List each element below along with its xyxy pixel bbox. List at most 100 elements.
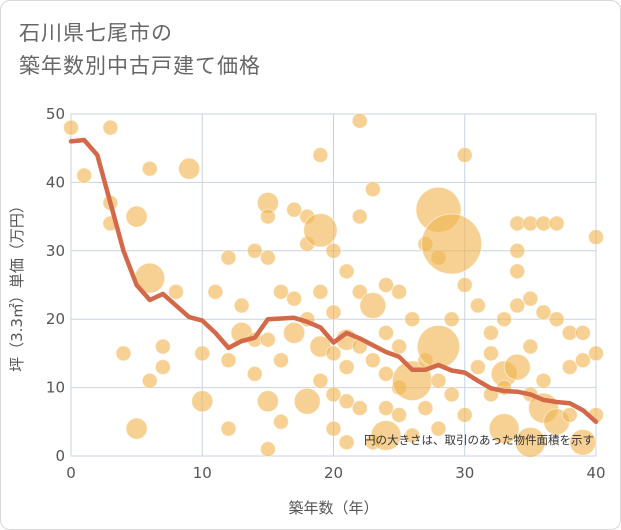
bubble-point (503, 353, 531, 381)
bubble-point (456, 147, 473, 164)
bubble-point (283, 321, 306, 344)
chart-title-line1: 石川県七尾市の (19, 21, 173, 45)
bubble-point (364, 181, 381, 198)
x-tick-label: 10 (193, 464, 212, 482)
bubble-point (509, 297, 526, 314)
bubble-point (509, 242, 526, 259)
bubble-point (325, 345, 342, 362)
bubble-point (325, 304, 342, 321)
bubble-point (483, 324, 499, 341)
bubble-point (456, 277, 473, 293)
bubble-point (574, 352, 591, 369)
bubble-size-note: 円の大きさは、取引のあった物件面積を示す (364, 433, 594, 447)
bubble-point (312, 147, 329, 164)
bubble-point (325, 386, 342, 403)
bubble-point (338, 434, 355, 451)
y-tick-label: 30 (46, 242, 65, 260)
chart-title: 石川県七尾市の 築年数別中古戸建て価格 (19, 17, 261, 83)
bubble-point (246, 365, 263, 382)
x-axis-title: 築年数（年） (288, 499, 378, 517)
bubble-point (488, 413, 520, 445)
bubble-point (404, 427, 421, 444)
bubble-point (364, 352, 381, 369)
bubble-point (286, 201, 303, 218)
bubble-point (514, 426, 546, 458)
bubble-point (115, 345, 132, 362)
bubble-point (509, 263, 526, 280)
bubble-point (416, 324, 461, 369)
bubble-point (430, 372, 447, 389)
y-tick-label: 10 (46, 379, 65, 397)
bubble-point (469, 297, 486, 314)
bubble-point (588, 229, 604, 246)
bubble-point (125, 417, 148, 440)
bubble-point (359, 292, 387, 320)
bubble-point (273, 283, 289, 300)
bubble-point (256, 390, 279, 413)
bubble-point (338, 359, 355, 376)
y-tick-label: 20 (46, 310, 65, 328)
bubble-point (207, 283, 224, 300)
bubble-point (141, 372, 158, 389)
bubble-point (443, 311, 460, 328)
bubble-point (154, 359, 171, 376)
bubble-point (76, 167, 93, 184)
bubble-point (548, 311, 565, 328)
bubble-point (194, 345, 211, 362)
bubble-point (259, 208, 276, 225)
bubble-point (535, 372, 552, 389)
bubble-point (574, 324, 591, 341)
bubble-point (569, 428, 597, 456)
bubble-point (63, 119, 79, 136)
bubble-point (378, 365, 394, 382)
bubble-point (125, 205, 148, 228)
bubble-point (273, 413, 289, 430)
x-tick-label: 30 (455, 464, 474, 482)
bubble-point (483, 345, 499, 362)
bubble-point (378, 324, 394, 341)
bubble-point (456, 406, 473, 423)
bubble-point (351, 283, 368, 300)
bubble-point (233, 297, 250, 314)
bubble-point (522, 290, 539, 307)
bubble-point (391, 338, 408, 355)
y-tick-label: 50 (46, 105, 65, 123)
bubble-point (404, 311, 421, 328)
x-tick-label: 20 (324, 464, 343, 482)
bubble-point (178, 157, 201, 180)
bubble-point (496, 311, 513, 328)
bubble-point (325, 242, 342, 259)
bubble-point (273, 352, 289, 369)
bubble-point (351, 208, 368, 225)
bubble-point (421, 213, 483, 275)
bubble-point (191, 390, 214, 413)
bubble-point (535, 304, 552, 321)
bubble-point (246, 242, 263, 259)
bubble-point (561, 406, 578, 423)
average-price-line (68, 137, 599, 425)
bubble-point (259, 331, 276, 348)
y-axis-title: 坪（3.3㎡）単価（万円） (8, 198, 26, 372)
bubble-point (370, 419, 402, 451)
bubble-point (259, 441, 276, 458)
chart-title-line2: 築年数別中古戸建て価格 (19, 54, 261, 78)
bubble-point (293, 387, 321, 415)
bubble-point (220, 352, 237, 369)
bubble-point (417, 400, 434, 417)
bubble-point (378, 277, 394, 293)
bubble-point (430, 420, 447, 437)
x-tick-label: 0 (66, 464, 76, 482)
bubble-point (259, 249, 276, 266)
bubble-point (325, 420, 342, 437)
x-tick-label: 40 (586, 464, 605, 482)
bubble-point (561, 359, 578, 376)
bubble-point (588, 345, 604, 362)
bubble-point (351, 112, 368, 129)
bubble-point (220, 249, 237, 266)
bubble-point (351, 400, 368, 417)
bubble-point (220, 420, 237, 437)
bubble-point (391, 406, 408, 423)
bubble-point (469, 359, 486, 376)
bubble-point (338, 393, 355, 410)
